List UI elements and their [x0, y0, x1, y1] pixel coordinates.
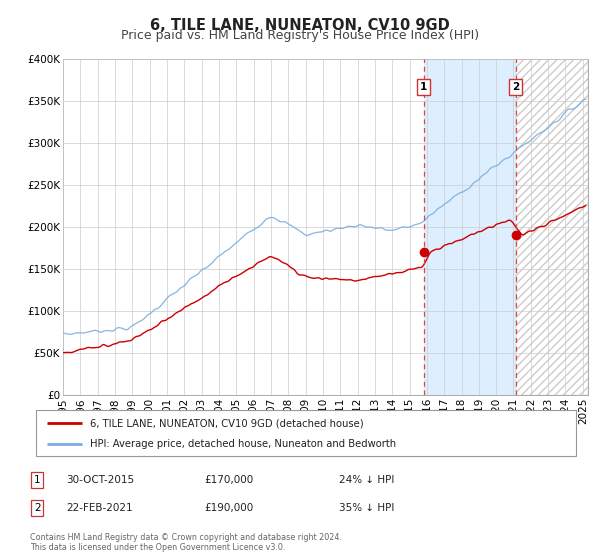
Text: 2: 2 [512, 82, 520, 92]
Bar [424, 59, 516, 395]
Text: 22-FEB-2021: 22-FEB-2021 [66, 503, 133, 513]
Text: 6, TILE LANE, NUNEATON, CV10 9GD (detached house): 6, TILE LANE, NUNEATON, CV10 9GD (detach… [90, 418, 364, 428]
Text: This data is licensed under the Open Government Licence v3.0.: This data is licensed under the Open Gov… [30, 543, 286, 552]
Text: 1: 1 [420, 82, 428, 92]
Text: £190,000: £190,000 [204, 503, 253, 513]
Text: Contains HM Land Registry data © Crown copyright and database right 2024.: Contains HM Land Registry data © Crown c… [30, 533, 342, 542]
Bar [516, 59, 588, 395]
Text: 24% ↓ HPI: 24% ↓ HPI [339, 475, 394, 485]
Text: 1: 1 [34, 475, 41, 485]
Text: 2: 2 [34, 503, 41, 513]
Text: £170,000: £170,000 [204, 475, 253, 485]
Text: 35% ↓ HPI: 35% ↓ HPI [339, 503, 394, 513]
Bar [516, 59, 588, 395]
Text: 30-OCT-2015: 30-OCT-2015 [66, 475, 134, 485]
Text: Price paid vs. HM Land Registry's House Price Index (HPI): Price paid vs. HM Land Registry's House … [121, 29, 479, 42]
Text: 6, TILE LANE, NUNEATON, CV10 9GD: 6, TILE LANE, NUNEATON, CV10 9GD [150, 18, 450, 33]
Text: HPI: Average price, detached house, Nuneaton and Bedworth: HPI: Average price, detached house, Nune… [90, 440, 396, 450]
